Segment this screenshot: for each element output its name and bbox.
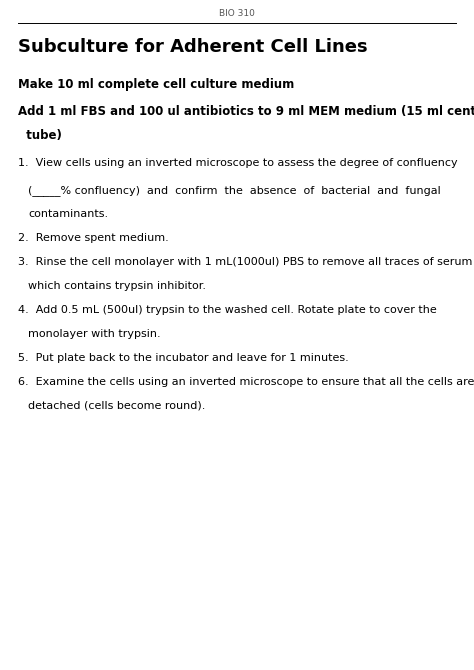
Text: (_____% confluency)  and  confirm  the  absence  of  bacterial  and  fungal: (_____% confluency) and confirm the abse… [28, 185, 441, 196]
Text: contaminants.: contaminants. [28, 209, 108, 219]
Text: which contains trypsin inhibitor.: which contains trypsin inhibitor. [28, 281, 206, 291]
Text: 5.  Put plate back to the incubator and leave for 1 minutes.: 5. Put plate back to the incubator and l… [18, 353, 349, 363]
Text: 6.  Examine the cells using an inverted microscope to ensure that all the cells : 6. Examine the cells using an inverted m… [18, 377, 474, 387]
Text: detached (cells become round).: detached (cells become round). [28, 401, 205, 411]
Text: 1.  View cells using an inverted microscope to assess the degree of confluency: 1. View cells using an inverted microsco… [18, 158, 457, 168]
Text: Make 10 ml complete cell culture medium: Make 10 ml complete cell culture medium [18, 78, 294, 91]
Text: 2.  Remove spent medium.: 2. Remove spent medium. [18, 233, 169, 243]
Text: 3.  Rinse the cell monolayer with 1 mL(1000ul) PBS to remove all traces of serum: 3. Rinse the cell monolayer with 1 mL(10… [18, 257, 473, 267]
Text: Add 1 ml FBS and 100 ul antibiotics to 9 ml MEM medium (15 ml centrifuge: Add 1 ml FBS and 100 ul antibiotics to 9… [18, 105, 474, 118]
Text: 4.  Add 0.5 mL (500ul) trypsin to the washed cell. Rotate plate to cover the: 4. Add 0.5 mL (500ul) trypsin to the was… [18, 305, 437, 315]
Text: tube): tube) [18, 129, 62, 142]
Text: monolayer with trypsin.: monolayer with trypsin. [28, 329, 161, 339]
Text: Subculture for Adherent Cell Lines: Subculture for Adherent Cell Lines [18, 38, 368, 56]
Text: BIO 310: BIO 310 [219, 9, 255, 18]
